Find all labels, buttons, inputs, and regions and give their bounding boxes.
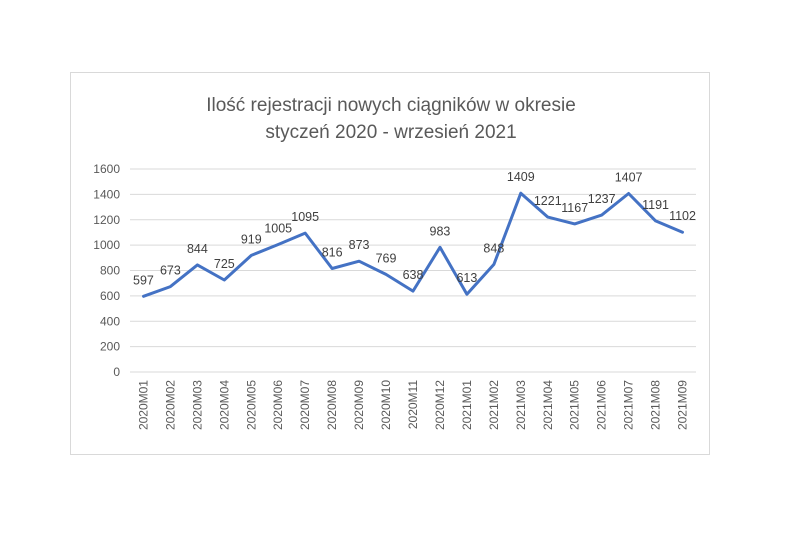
data-label: 1005 bbox=[264, 221, 292, 235]
y-tick-label: 1400 bbox=[93, 187, 120, 201]
data-label: 1095 bbox=[291, 210, 319, 224]
data-label: 1237 bbox=[588, 192, 616, 206]
x-tick-label: 2021M05 bbox=[568, 380, 582, 430]
data-label: 597 bbox=[133, 273, 154, 287]
y-tick-label: 400 bbox=[100, 314, 120, 328]
data-label: 816 bbox=[322, 245, 343, 259]
y-tick-label: 1000 bbox=[93, 238, 120, 252]
x-tick-label: 2020M11 bbox=[406, 380, 420, 429]
x-tick-label: 2020M06 bbox=[271, 380, 285, 430]
x-tick-label: 2020M09 bbox=[352, 380, 366, 430]
x-tick-label: 2021M02 bbox=[487, 380, 501, 430]
line-chart: Ilość rejestracji nowych ciągników w okr… bbox=[93, 95, 696, 430]
data-label: 848 bbox=[483, 241, 504, 255]
data-label: 1102 bbox=[669, 209, 696, 223]
x-tick-label: 2021M07 bbox=[622, 380, 636, 430]
data-label: 613 bbox=[456, 271, 477, 285]
gridlines bbox=[130, 168, 696, 373]
data-label: 1191 bbox=[642, 198, 669, 212]
data-label: 983 bbox=[430, 224, 451, 238]
y-tick-label: 1600 bbox=[93, 162, 120, 176]
data-label: 873 bbox=[349, 238, 370, 252]
y-axis-ticks: 0 200 400 600 800 1000 1200 1400 1600 bbox=[93, 162, 120, 379]
x-tick-label: 2021M08 bbox=[649, 380, 663, 430]
x-tick-label: 2021M03 bbox=[514, 380, 528, 430]
data-label: 725 bbox=[214, 257, 235, 271]
data-label: 769 bbox=[376, 251, 397, 265]
x-tick-label: 2020M12 bbox=[433, 380, 447, 430]
x-tick-label: 2021M04 bbox=[541, 380, 555, 430]
y-tick-label: 600 bbox=[100, 289, 120, 303]
x-tick-label: 2021M09 bbox=[676, 380, 690, 430]
chart-title-line-2: styczeń 2020 - wrzesień 2021 bbox=[265, 122, 516, 143]
y-tick-label: 1200 bbox=[93, 213, 120, 227]
data-label: 673 bbox=[160, 264, 181, 278]
series-line bbox=[142, 191, 684, 298]
data-label: 1407 bbox=[615, 170, 643, 184]
x-tick-label: 2020M05 bbox=[244, 380, 258, 430]
x-tick-label: 2021M06 bbox=[595, 380, 609, 430]
data-label: 1167 bbox=[561, 201, 588, 215]
x-tick-label: 2020M04 bbox=[217, 380, 231, 430]
x-tick-label: 2020M08 bbox=[325, 380, 339, 430]
data-label: 1221 bbox=[534, 194, 562, 208]
x-tick-label: 2020M03 bbox=[190, 380, 204, 430]
chart-frame: Ilość rejestracji nowych ciągników w okr… bbox=[70, 72, 710, 455]
x-tick-label: 2020M02 bbox=[163, 380, 177, 430]
y-tick-label: 800 bbox=[100, 264, 120, 278]
y-tick-label: 200 bbox=[100, 340, 120, 354]
series bbox=[142, 191, 684, 298]
x-axis-ticks: 2020M01 2020M02 2020M03 2020M04 2020M05 2020M… bbox=[136, 380, 689, 430]
data-label: 1409 bbox=[507, 170, 535, 184]
data-label: 844 bbox=[187, 242, 208, 256]
y-tick-label: 0 bbox=[113, 365, 120, 379]
x-tick-label: 2020M07 bbox=[298, 380, 312, 430]
x-tick-label: 2020M01 bbox=[136, 380, 150, 430]
data-label: 638 bbox=[403, 268, 424, 282]
chart-title-line-1: Ilość rejestracji nowych ciągników w okr… bbox=[206, 95, 576, 116]
x-tick-label: 2021M01 bbox=[460, 380, 474, 430]
data-label: 919 bbox=[241, 232, 262, 246]
x-tick-label: 2020M10 bbox=[379, 380, 393, 430]
